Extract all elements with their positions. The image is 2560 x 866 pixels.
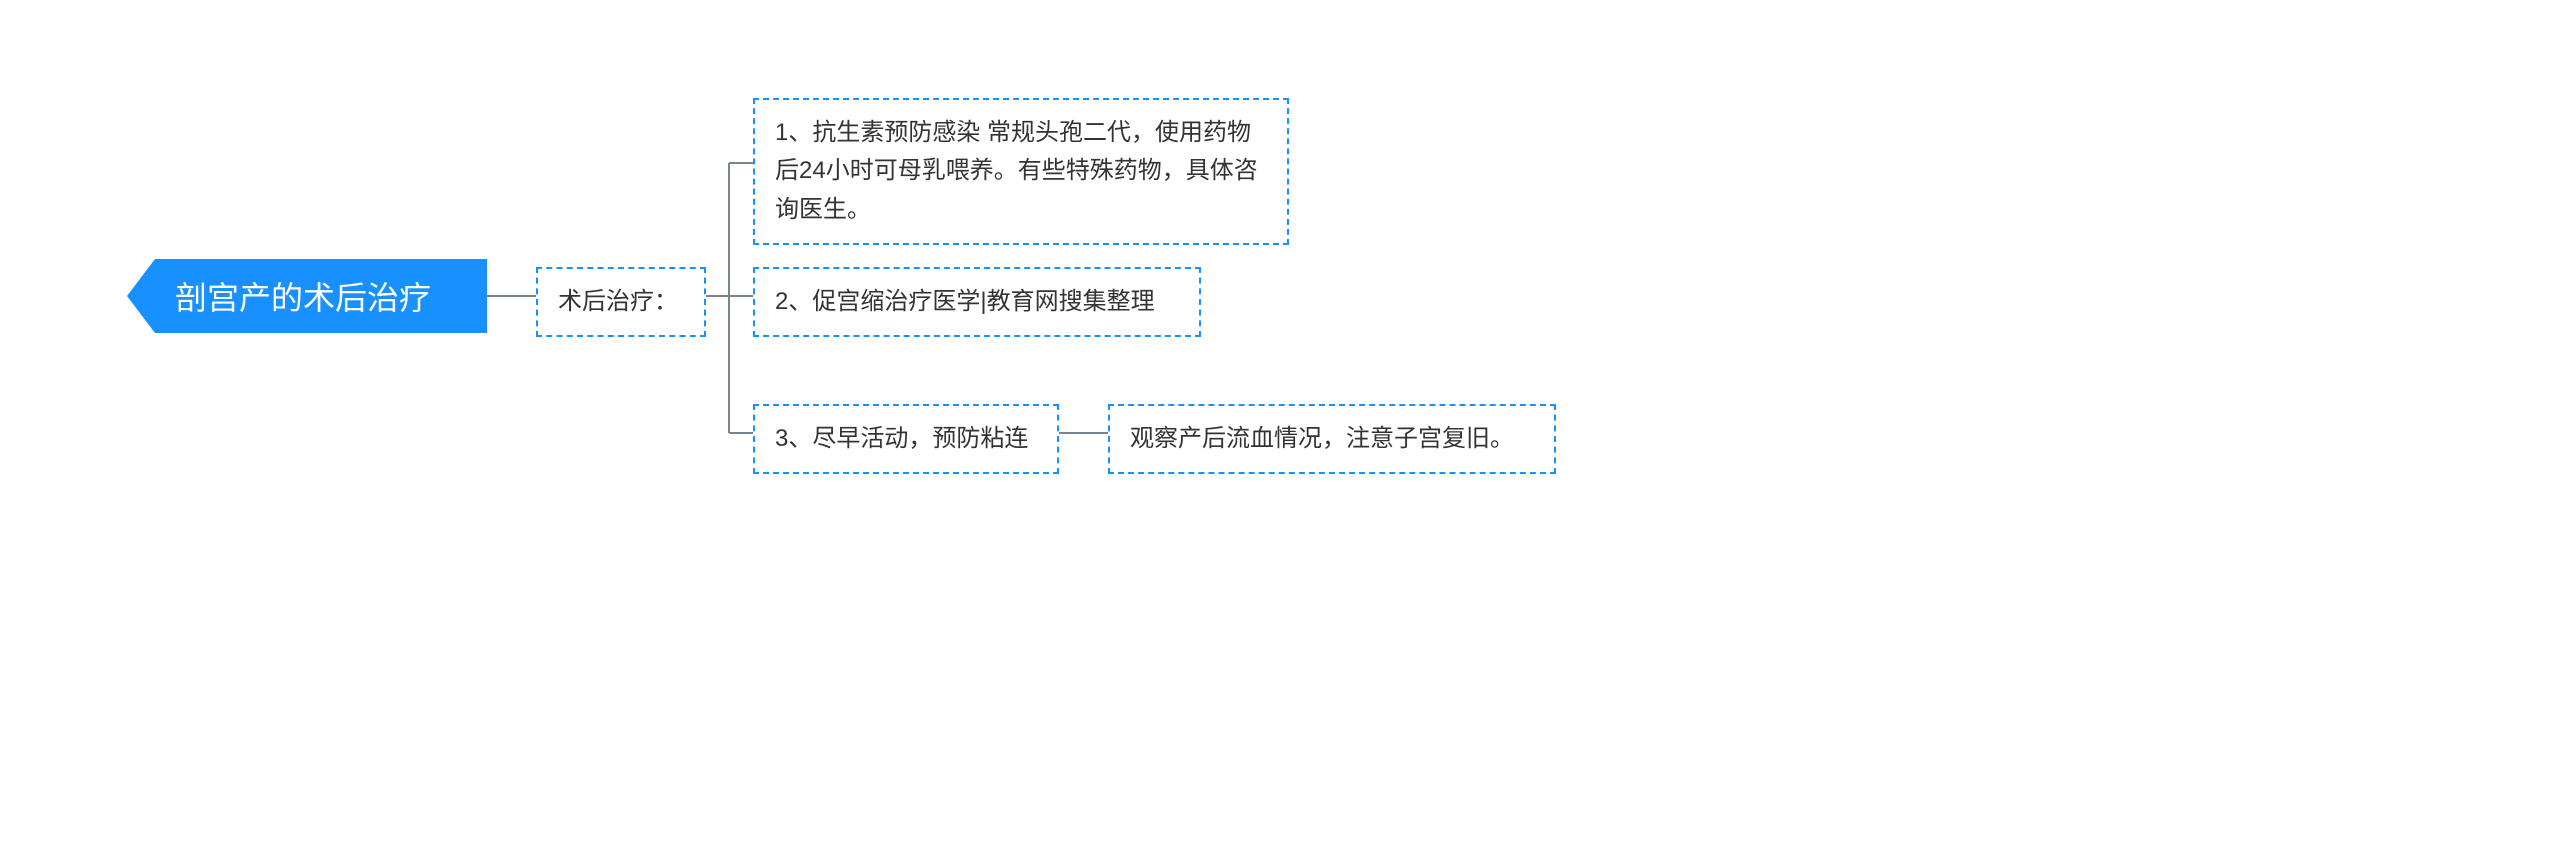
level1-label: 术后治疗： (558, 283, 678, 321)
root-label: 剖宫产的术后治疗 (175, 273, 431, 319)
level2-label-1: 2、促宫缩治疗医学|教育网搜集整理 (775, 283, 1155, 321)
level2-node-1[interactable]: 2、促宫缩治疗医学|教育网搜集整理 (753, 267, 1201, 337)
level2-label-2: 3、尽早活动，预防粘连 (775, 420, 1028, 458)
root-node[interactable]: 剖宫产的术后治疗 (127, 259, 487, 333)
level3-node[interactable]: 观察产后流血情况，注意子宫复旧。 (1108, 404, 1556, 474)
level2-node-2[interactable]: 3、尽早活动，预防粘连 (753, 404, 1059, 474)
level3-label: 观察产后流血情况，注意子宫复旧。 (1130, 420, 1514, 458)
level2-label-0: 1、抗生素预防感染 常规头孢二代，使用药物后24小时可母乳喂养。有些特殊药物，具… (775, 114, 1267, 229)
level1-node[interactable]: 术后治疗： (536, 267, 706, 337)
mindmap-canvas: 剖宫产的术后治疗 术后治疗： 1、抗生素预防感染 常规头孢二代，使用药物后24小… (0, 0, 2560, 866)
level2-node-0[interactable]: 1、抗生素预防感染 常规头孢二代，使用药物后24小时可母乳喂养。有些特殊药物，具… (753, 98, 1289, 245)
